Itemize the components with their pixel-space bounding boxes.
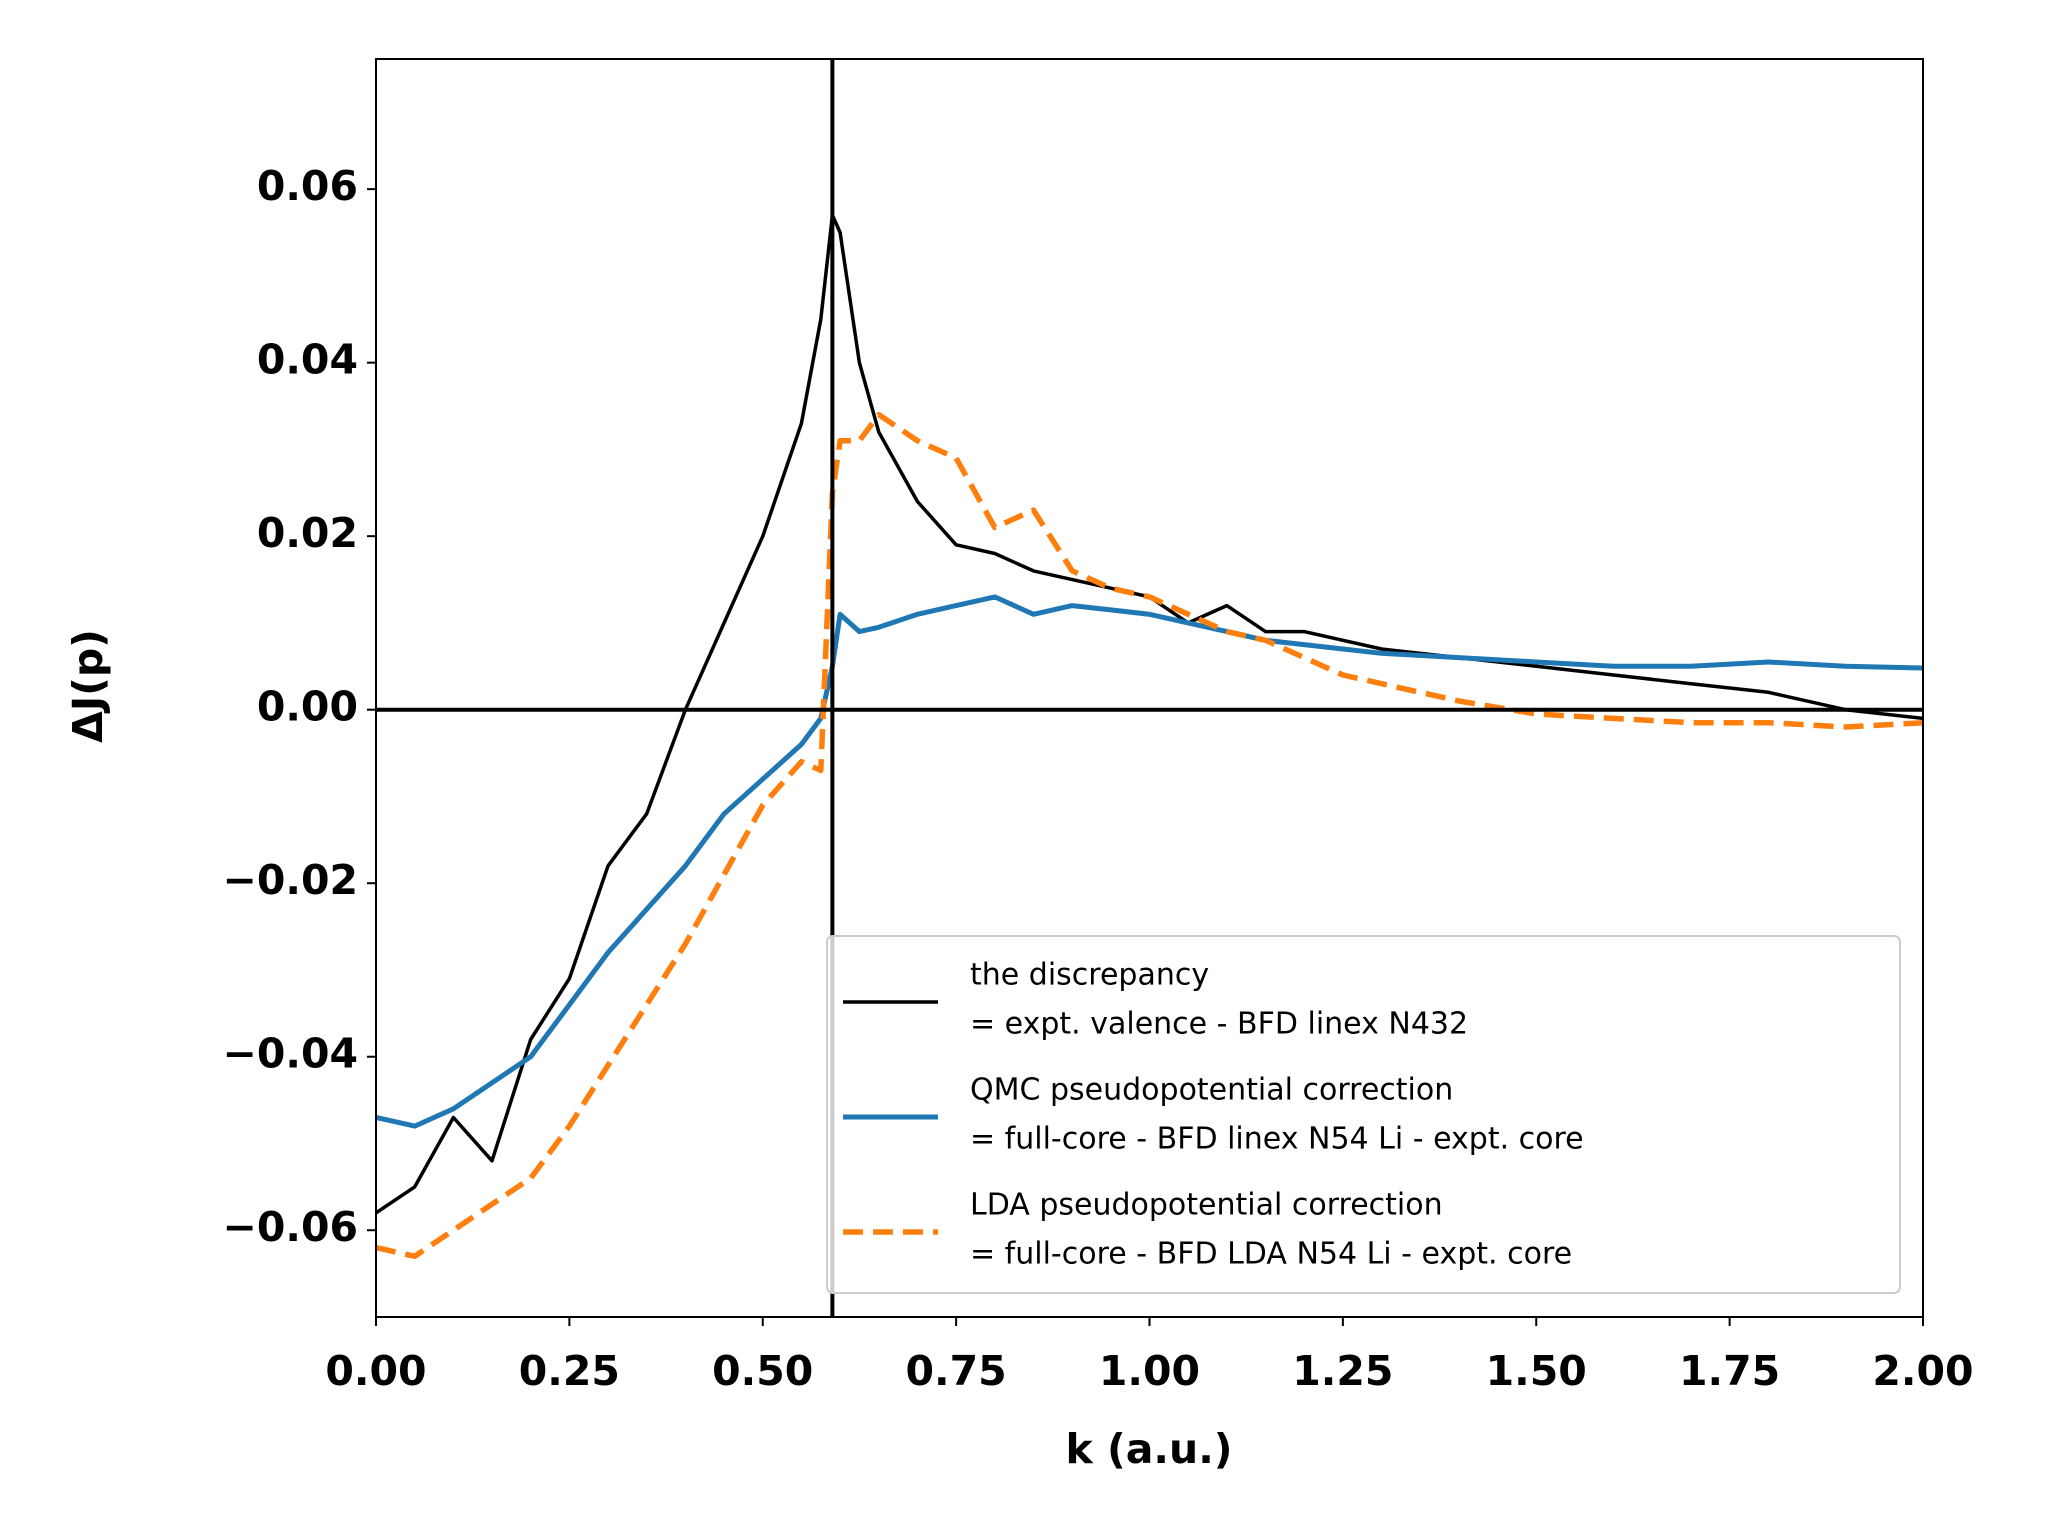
plot-frame xyxy=(375,58,1924,1318)
x-tick-label: 1.50 xyxy=(1486,1347,1587,1395)
legend-label: LDA pseudopotential correction xyxy=(970,1188,1443,1223)
x-tick-label: 0.00 xyxy=(325,1347,426,1395)
x-axis-label: k (a.u.) xyxy=(1065,1425,1232,1473)
legend-formula: = full-core - BFD LDA N54 Li - expt. cor… xyxy=(970,1237,1572,1272)
y-tick-label: 0.04 xyxy=(257,336,358,384)
legend-label: QMC pseudopotential correction xyxy=(970,1073,1453,1108)
series-line xyxy=(375,411,1924,1260)
x-tick-label: 2.00 xyxy=(1872,1347,1973,1395)
y-tick-label: −0.02 xyxy=(222,856,358,904)
legend-formula: = expt. valence - BFD linex N432 xyxy=(970,1007,1468,1042)
y-tick-label: 0.00 xyxy=(257,683,358,731)
y-tick-label: 0.02 xyxy=(257,509,358,557)
series-line xyxy=(375,594,1924,1129)
x-tick-label: 0.75 xyxy=(906,1347,1007,1395)
y-tick-label: 0.06 xyxy=(257,162,358,210)
x-tick-label: 0.50 xyxy=(712,1347,813,1395)
legend-formula: = full-core - BFD linex N54 Li - expt. c… xyxy=(970,1122,1584,1157)
x-tick-label: 1.00 xyxy=(1099,1347,1200,1395)
y-tick-label: −0.06 xyxy=(222,1203,358,1251)
x-tick-label: 0.25 xyxy=(519,1347,620,1395)
x-tick-label: 1.75 xyxy=(1679,1347,1780,1395)
x-tick-label: 1.25 xyxy=(1292,1347,1393,1395)
y-tick-label: −0.04 xyxy=(222,1030,358,1078)
legend-label: the discrepancy xyxy=(970,958,1209,993)
legend-box xyxy=(826,935,1901,1294)
y-axis-label: ΔJ(p) xyxy=(64,629,112,743)
